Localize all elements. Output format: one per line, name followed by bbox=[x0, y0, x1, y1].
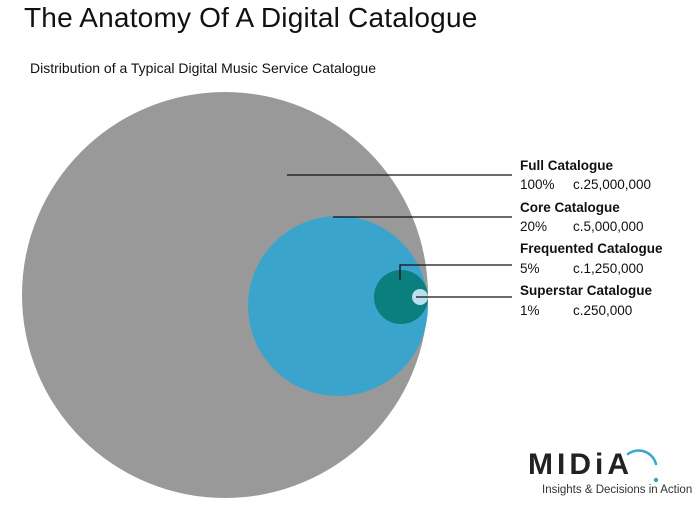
core-catalogue-count: c.5,000,000 bbox=[573, 219, 644, 234]
full-catalogue-percent: 100% bbox=[520, 177, 555, 192]
core-catalogue-percent: 20% bbox=[520, 219, 547, 234]
frequented-catalogue-leader bbox=[399, 264, 512, 280]
logo-arc-icon bbox=[626, 449, 659, 483]
full-catalogue-count: c.25,000,000 bbox=[573, 177, 651, 192]
page-subtitle: Distribution of a Typical Digital Music … bbox=[30, 60, 377, 76]
frequented-catalogue-circle bbox=[374, 270, 428, 324]
core-catalogue-label: Core Catalogue bbox=[520, 200, 620, 215]
superstar-catalogue-percent: 1% bbox=[520, 303, 540, 318]
page-title: The Anatomy Of A Digital Catalogue bbox=[24, 2, 478, 33]
full-catalogue-circle bbox=[22, 92, 428, 498]
midia-logo: MIDiA Insights & Decisions in Action bbox=[520, 444, 698, 504]
frequented-catalogue-label: Frequented Catalogue bbox=[520, 241, 663, 256]
logo-tagline: Insights & Decisions in Action bbox=[542, 484, 693, 496]
frequented-catalogue-count: c.1,250,000 bbox=[573, 261, 644, 276]
full-catalogue-label: Full Catalogue bbox=[520, 158, 613, 173]
frequented-catalogue-percent: 5% bbox=[520, 261, 540, 276]
logo-wordmark: MIDiA bbox=[528, 448, 633, 481]
superstar-catalogue-label: Superstar Catalogue bbox=[520, 283, 653, 298]
core-catalogue-circle bbox=[248, 216, 428, 396]
superstar-catalogue-count: c.250,000 bbox=[573, 303, 632, 318]
